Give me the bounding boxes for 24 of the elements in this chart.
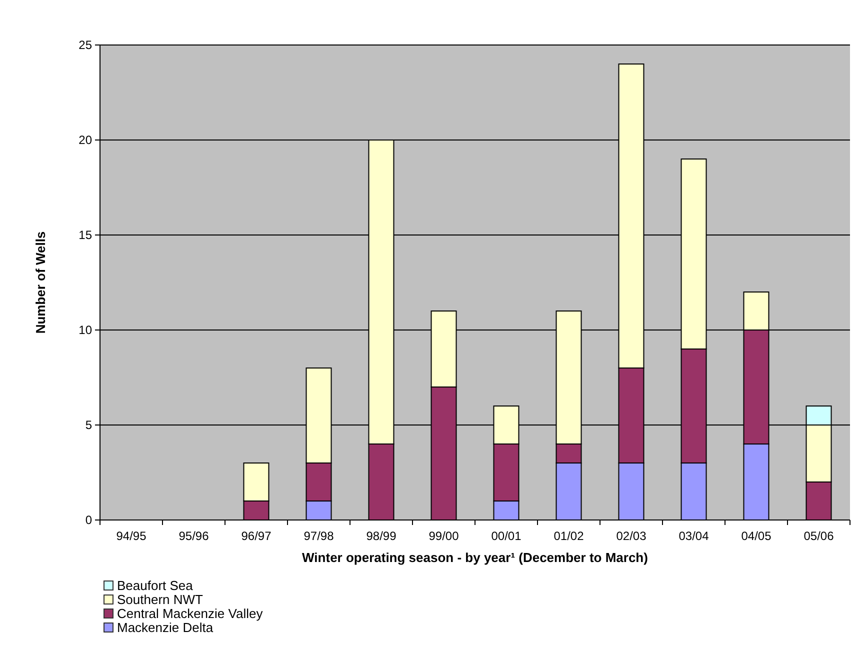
y-tick-label: 5 (85, 418, 92, 432)
y-tick-label: 15 (78, 228, 92, 242)
x-tick-label: 94/95 (116, 529, 147, 543)
y-tick-label: 25 (78, 38, 92, 52)
x-tick-label: 05/06 (804, 529, 834, 543)
x-tick-label: 02/03 (616, 529, 647, 543)
x-tick-label: 01/02 (554, 529, 584, 543)
y-axis-title: Number of Wells (33, 231, 48, 334)
x-tick-label: 97/98 (304, 529, 334, 543)
x-tick-label: 95/96 (178, 529, 210, 543)
x-tick-label: 99/00 (428, 529, 460, 543)
y-tick-label: 20 (78, 133, 92, 148)
x-axis-title: Winter operating season - by year¹ (December to March) (302, 550, 648, 565)
legend-label: Mackenzie Delta (117, 620, 214, 635)
x-tick-label: 96/97 (241, 529, 272, 543)
x-tick-label: 98/99 (366, 529, 397, 543)
legend-label: Southern NWT (117, 592, 204, 607)
y-tick-label: 10 (78, 323, 92, 338)
x-tick-label: 03/04 (678, 529, 710, 543)
x-tick-label: 00/01 (491, 529, 522, 543)
x-tick-label: 04/05 (741, 529, 772, 543)
legend-label: Beaufort Sea (117, 578, 194, 593)
legend-label: Central Mackenzie Valley (117, 606, 264, 621)
y-tick-label: 0 (85, 513, 92, 528)
